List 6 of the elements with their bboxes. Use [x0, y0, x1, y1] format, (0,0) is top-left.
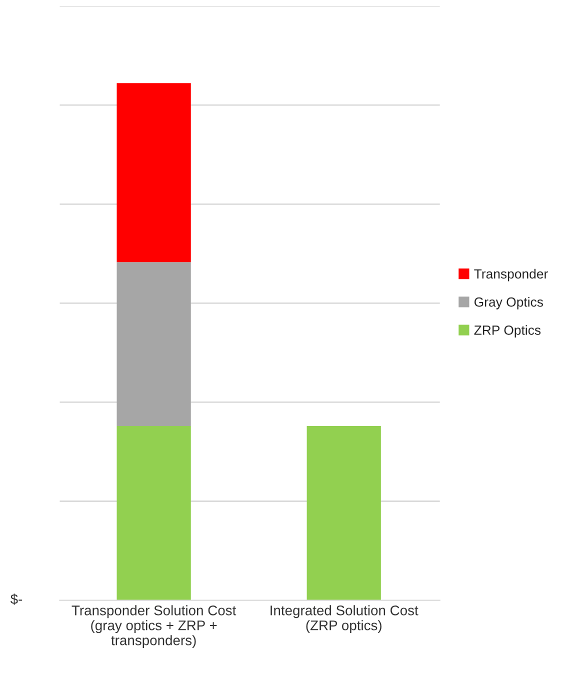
legend-label: ZRP Optics	[474, 325, 541, 338]
legend-label: Transponder	[474, 268, 548, 282]
x-tick-label: Transponder Solution Cost (gray optics + ZRP + transponders)	[72, 605, 236, 648]
x-tick-label: Integrated Solution Cost (ZRP optics)	[270, 605, 418, 634]
legend-label: Gray Optics	[474, 297, 543, 310]
text: $-	[10, 594, 22, 605]
